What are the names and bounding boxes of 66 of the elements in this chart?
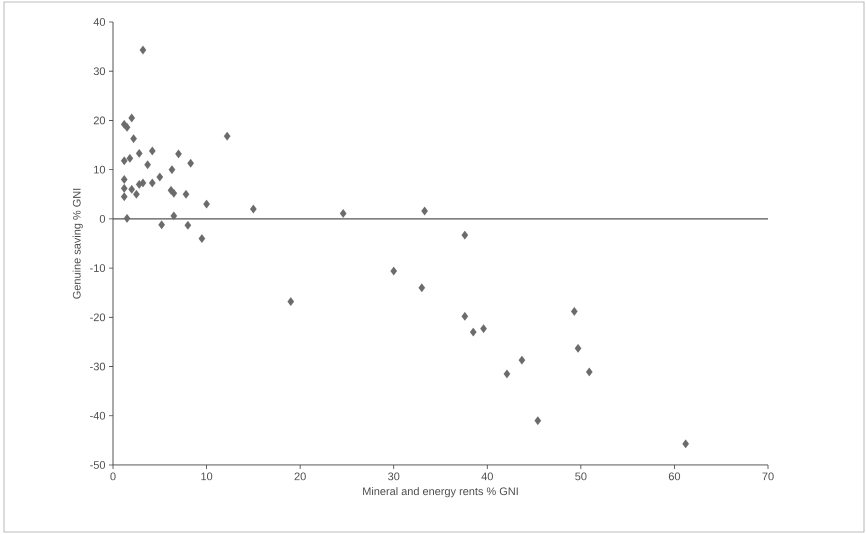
- point: [120, 156, 128, 166]
- point: [144, 160, 151, 170]
- point: [504, 370, 510, 378]
- point: [203, 200, 210, 209]
- point: [187, 158, 194, 168]
- point: [175, 150, 182, 158]
- point: [418, 283, 426, 292]
- point: [128, 184, 136, 194]
- point: [128, 114, 136, 122]
- point: [148, 146, 156, 156]
- point: [136, 149, 143, 158]
- point: [168, 165, 176, 174]
- point: [421, 206, 428, 216]
- y-tick-label: 30: [94, 67, 106, 76]
- point: [534, 416, 542, 426]
- point: [140, 178, 146, 188]
- point: [120, 184, 128, 193]
- x-tick-label: 60: [668, 472, 680, 480]
- point: [390, 266, 398, 276]
- x-tick-label: 30: [388, 472, 400, 480]
- point: [156, 172, 164, 182]
- y-tick-label: -30: [90, 362, 106, 370]
- point: [224, 132, 231, 141]
- point: [130, 134, 137, 144]
- y-tick-label: -50: [90, 461, 106, 469]
- point: [470, 328, 477, 336]
- point: [140, 46, 146, 54]
- point: [120, 175, 128, 184]
- x-tick-label: 70: [762, 472, 774, 480]
- y-tick-label: -20: [90, 313, 106, 322]
- x-tick-label: 50: [575, 472, 587, 480]
- point: [461, 230, 468, 240]
- point: [126, 154, 134, 163]
- point: [198, 234, 206, 243]
- point: [287, 297, 294, 306]
- point: [586, 368, 593, 376]
- x-tick-label: 0: [110, 472, 116, 480]
- y-tick-label: 20: [94, 116, 106, 124]
- x-tick-label: 10: [201, 472, 212, 480]
- x-tick-label: 40: [481, 472, 493, 480]
- point: [340, 209, 347, 218]
- x-axis-title: Mineral and energy rents % GNI: [363, 487, 518, 498]
- point: [461, 312, 468, 321]
- point: [120, 192, 128, 202]
- point: [124, 122, 130, 132]
- point: [682, 439, 690, 448]
- point: [124, 214, 130, 223]
- point: [480, 324, 487, 334]
- point: [250, 204, 257, 214]
- point: [133, 190, 140, 199]
- y-tick-label: -40: [90, 412, 106, 420]
- point: [170, 212, 178, 220]
- point: [184, 220, 192, 230]
- point: [182, 190, 190, 199]
- point: [170, 188, 178, 198]
- x-tick-label: 20: [294, 472, 306, 480]
- point: [158, 220, 166, 230]
- y-tick-label: 0: [100, 215, 106, 223]
- point: [570, 307, 578, 316]
- point: [518, 356, 526, 365]
- y-axis-title: Genuine saving % GNI: [72, 188, 83, 299]
- y-tick-label: 10: [94, 166, 106, 174]
- point: [574, 344, 582, 353]
- point: [148, 178, 156, 188]
- y-tick-label: -10: [90, 264, 106, 272]
- y-tick-label: 40: [94, 18, 106, 26]
